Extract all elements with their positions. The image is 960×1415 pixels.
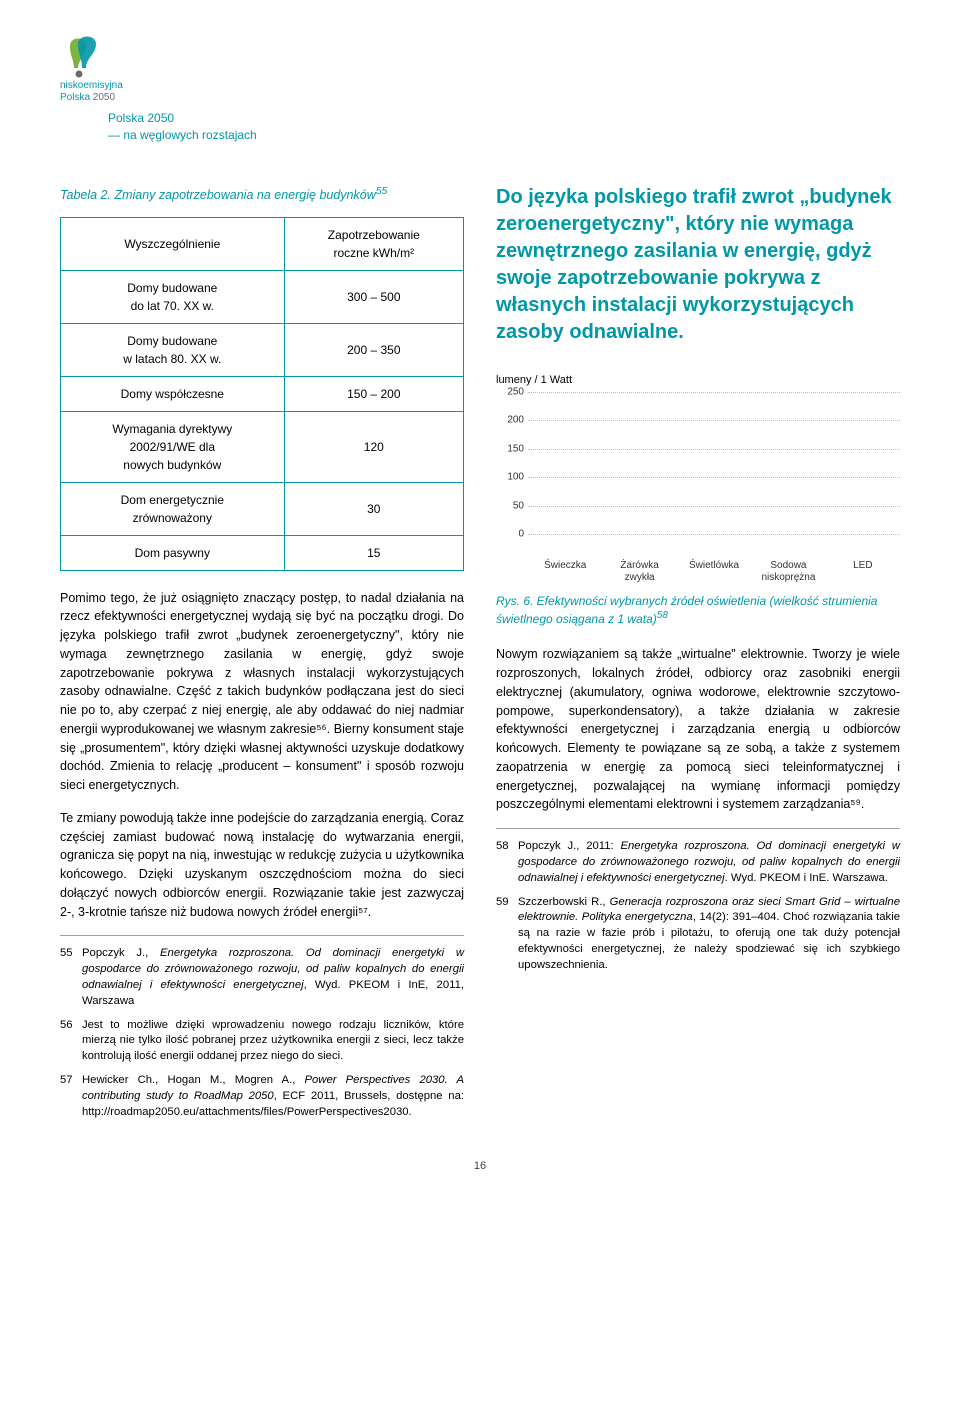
y-tick: 50 bbox=[496, 498, 524, 513]
col1-header: Wyszczególnienie bbox=[61, 217, 285, 270]
chart-x-labels: Świeczka Żarówkazwykła Świetlówka Sodowa… bbox=[528, 560, 900, 583]
table-title-prefix: Tabela 2. bbox=[60, 188, 111, 202]
table-title: Tabela 2. Zmiany zapotrzebowania na ener… bbox=[60, 184, 464, 205]
fn-text: Popczyk J., 2011: Energetyka rozproszona… bbox=[518, 840, 900, 884]
row-value: 120 bbox=[284, 411, 463, 482]
page-number: 16 bbox=[60, 1158, 900, 1175]
x-label: Sodowaniskoprężna bbox=[751, 560, 825, 583]
left-column: Tabela 2. Zmiany zapotrzebowania na ener… bbox=[60, 184, 464, 1129]
footnote-divider bbox=[496, 828, 900, 829]
footnote: 57Hewicker Ch., Hogan M., Mogren A., Pow… bbox=[60, 1073, 464, 1120]
x-label: Świetlówka bbox=[677, 560, 751, 583]
body-p1: Pomimo tego, że już osiągnięto znaczący … bbox=[60, 589, 464, 795]
chart-grid bbox=[528, 392, 900, 534]
pullquote: Do języka polskiego trafił zwrot „budyne… bbox=[496, 184, 900, 346]
logo-icon bbox=[60, 28, 106, 80]
table-row: Dom energetyczniezrównoważony 30 bbox=[61, 482, 464, 535]
footnotes-right: 58Popczyk J., 2011: Energetyka rozproszo… bbox=[496, 839, 900, 974]
row-value: 150 – 200 bbox=[284, 376, 463, 411]
fn-text: Jest to możliwe dzięki wprowadzeniu nowe… bbox=[82, 1019, 464, 1063]
footnotes-left: 55Popczyk J., Energetyka rozproszona. Od… bbox=[60, 946, 464, 1120]
row-label: Dom energetyczniezrównoważony bbox=[61, 482, 285, 535]
row-value: 300 – 500 bbox=[284, 270, 463, 323]
x-label: LED bbox=[826, 560, 900, 583]
footnote: 59Szczerbowski R., Generacja rozproszona… bbox=[496, 895, 900, 974]
table-row: Domy współczesne 150 – 200 bbox=[61, 376, 464, 411]
brand-line2: Polska 2050 bbox=[60, 92, 115, 103]
row-value: 200 – 350 bbox=[284, 323, 463, 376]
row-label: Domy współczesne bbox=[61, 376, 285, 411]
col2-l1: Zapotrzebowanie bbox=[328, 228, 420, 242]
table-row: Wymagania dyrektywy2002/91/WE dlanowych … bbox=[61, 411, 464, 482]
y-tick: 100 bbox=[496, 470, 524, 485]
col2-l2: roczne kWh/m² bbox=[333, 246, 414, 260]
brand-line1: niskoemisyjna bbox=[60, 80, 123, 91]
lumen-chart: 250 200 150 100 50 0 bbox=[496, 392, 900, 552]
table-row: Domy budowanew latach 80. XX w. 200 – 35… bbox=[61, 323, 464, 376]
table-header-row: Wyszczególnienie Zapotrzebowanie roczne … bbox=[61, 217, 464, 270]
row-label: Wymagania dyrektywy2002/91/WE dlanowych … bbox=[61, 411, 285, 482]
y-tick: 200 bbox=[496, 413, 524, 428]
footnote: 55Popczyk J., Energetyka rozproszona. Od… bbox=[60, 946, 464, 1009]
footnote-divider bbox=[60, 935, 464, 936]
y-tick: 0 bbox=[496, 527, 524, 542]
brand-logo: niskoemisyjna Polska 2050 bbox=[60, 28, 900, 104]
footnote: 58Popczyk J., 2011: Energetyka rozproszo… bbox=[496, 839, 900, 886]
col2-header: Zapotrzebowanie roczne kWh/m² bbox=[284, 217, 463, 270]
row-label: Domy budowanedo lat 70. XX w. bbox=[61, 270, 285, 323]
energy-table: Wyszczególnienie Zapotrzebowanie roczne … bbox=[60, 217, 464, 571]
subtitle-l2: — na węglowych rozstajach bbox=[108, 128, 257, 142]
body-right-p1: Nowym rozwiązaniem są także „wirtualne" … bbox=[496, 645, 900, 814]
table-row: Domy budowanedo lat 70. XX w. 300 – 500 bbox=[61, 270, 464, 323]
fig-prefix: Rys. 6. bbox=[496, 594, 533, 608]
fn-text: Popczyk J., Energetyka rozproszona. Od d… bbox=[82, 947, 464, 1006]
table-row: Dom pasywny 15 bbox=[61, 535, 464, 570]
chart-y-label: lumeny / 1 Watt bbox=[496, 372, 900, 389]
fn-text: Szczerbowski R., Generacja rozproszona o… bbox=[518, 896, 900, 971]
right-column: Do języka polskiego trafił zwrot „budyne… bbox=[496, 184, 900, 1129]
y-tick: 250 bbox=[496, 385, 524, 400]
x-label: Świeczka bbox=[528, 560, 602, 583]
body-p2: Te zmiany powodują także inne podejście … bbox=[60, 809, 464, 922]
doc-subtitle: Polska 2050 — na węglowych rozstajach bbox=[108, 110, 900, 144]
table-title-fn: 55 bbox=[376, 186, 388, 197]
subtitle-l1: Polska 2050 bbox=[108, 111, 174, 125]
fig-text: Efektywności wybranych źródeł oświetleni… bbox=[496, 594, 877, 626]
row-value: 30 bbox=[284, 482, 463, 535]
row-label: Domy budowanew latach 80. XX w. bbox=[61, 323, 285, 376]
row-label: Dom pasywny bbox=[61, 535, 285, 570]
y-tick: 150 bbox=[496, 441, 524, 456]
figure-caption: Rys. 6. Efektywności wybranych źródeł oś… bbox=[496, 593, 900, 627]
fn-text: Hewicker Ch., Hogan M., Mogren A., Power… bbox=[82, 1074, 464, 1118]
row-value: 15 bbox=[284, 535, 463, 570]
table-title-rest: Zmiany zapotrzebowania na energię budynk… bbox=[111, 188, 376, 202]
footnote: 56Jest to możliwe dzięki wprowadzeniu no… bbox=[60, 1018, 464, 1065]
x-label: Żarówkazwykła bbox=[602, 560, 676, 583]
fig-fn: 58 bbox=[657, 610, 668, 621]
